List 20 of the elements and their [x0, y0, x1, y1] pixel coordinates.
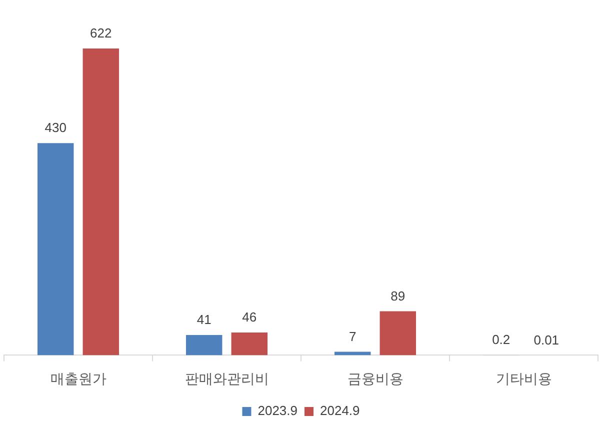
bar — [231, 332, 268, 356]
x-tick-label: 금융비용 — [347, 370, 404, 386]
data-label: 41 — [196, 312, 212, 328]
data-label: 430 — [44, 120, 66, 136]
bar — [380, 311, 416, 356]
x-tick-label: 매출원가 — [50, 370, 106, 386]
data-label: 0.2 — [492, 332, 510, 348]
x-tick-label: 기타비용 — [496, 370, 552, 386]
bar — [82, 48, 120, 356]
data-label: 0.01 — [534, 332, 560, 348]
legend-label: 2024.9 — [320, 403, 360, 418]
bar — [186, 334, 222, 356]
bar — [37, 143, 74, 356]
data-label: 46 — [242, 310, 257, 325]
bar — [334, 352, 371, 356]
data-label: 7 — [348, 328, 356, 344]
data-label: 89 — [390, 288, 406, 304]
x-tick-label: 판매와관리비 — [184, 370, 269, 386]
legend-label: 2023.9 — [258, 403, 298, 418]
data-label: 622 — [90, 26, 112, 41]
